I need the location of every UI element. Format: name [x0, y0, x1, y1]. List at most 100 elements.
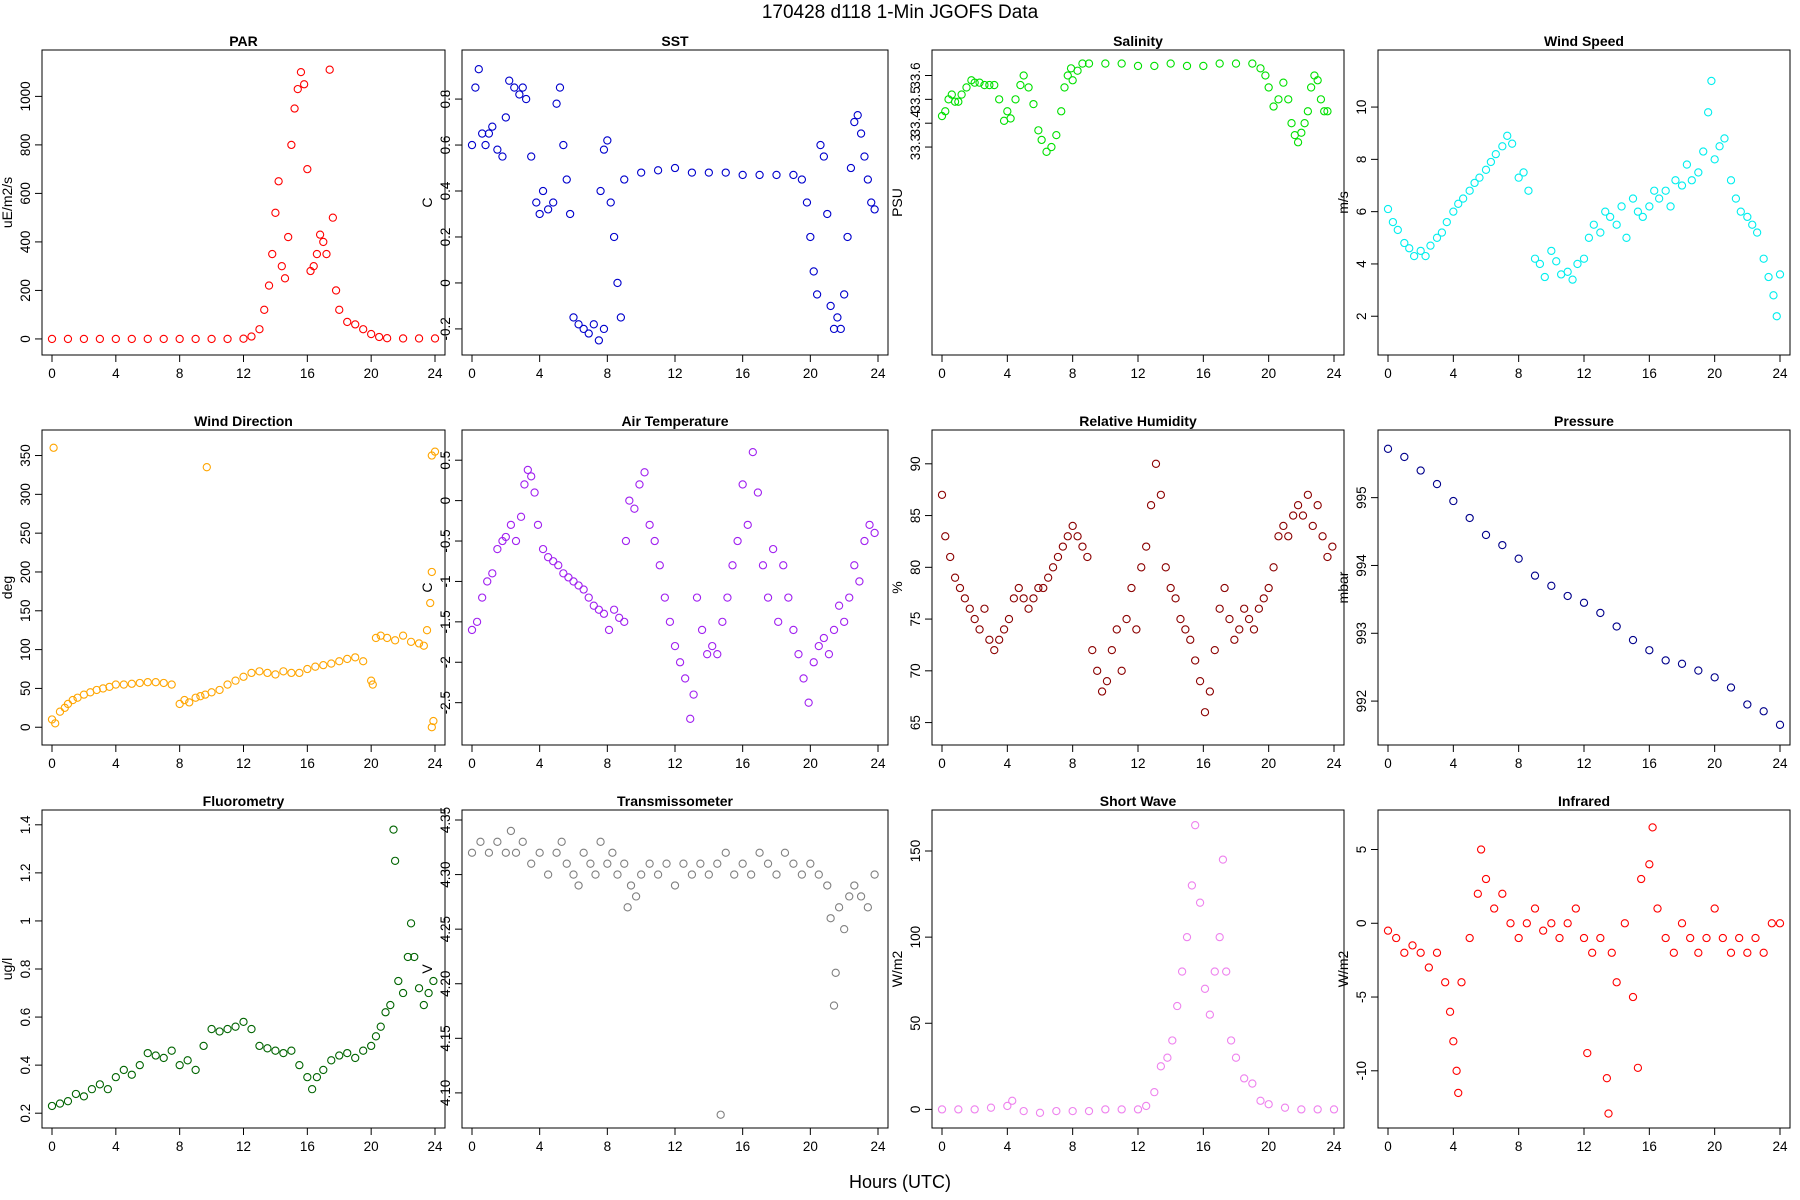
x-axis-title: Hours (UTC) [849, 1172, 951, 1192]
data-point [845, 593, 854, 602]
data-point [675, 658, 685, 667]
data-point [564, 573, 573, 582]
data-point [1215, 59, 1224, 68]
data-point [279, 1048, 288, 1058]
data-point [755, 848, 764, 857]
data-point [135, 1060, 144, 1070]
data-point [1078, 59, 1087, 68]
data-point [1707, 76, 1716, 86]
data-point [728, 561, 737, 570]
data-point [1084, 59, 1094, 68]
data-point [1563, 919, 1572, 928]
data-point [185, 698, 194, 707]
data-point [763, 859, 773, 868]
data-point [1060, 83, 1069, 92]
data-point [1445, 1007, 1455, 1016]
data-point [1274, 95, 1283, 104]
data-point [1416, 246, 1425, 256]
panel-title: Air Temperature [621, 413, 728, 429]
data-point [303, 164, 312, 174]
y-tick-label: 0 [18, 335, 33, 343]
data-point [748, 447, 757, 457]
y-tick-label: -0.2 [438, 317, 453, 340]
data-point [1601, 207, 1610, 216]
plot-frame [461, 809, 889, 1129]
data-point [1400, 452, 1409, 462]
data-point [414, 334, 424, 343]
data-point [223, 1024, 232, 1034]
data-point [1514, 933, 1523, 943]
data-point [789, 625, 798, 635]
x-tick-label: 12 [236, 366, 251, 381]
data-point [1759, 948, 1768, 957]
data-point [1645, 646, 1654, 655]
data-point [591, 870, 600, 879]
panel-salinity: Salinity 0 4 8 12 16 20 24 33.333.433.533.6 PSU [889, 33, 1345, 381]
plot-frame [461, 429, 889, 746]
data-point [721, 168, 730, 177]
data-point [856, 129, 866, 138]
data-point [1648, 823, 1657, 832]
panel-title: Fluorometry [203, 793, 285, 809]
data-point [1392, 933, 1401, 943]
data-point [554, 561, 563, 570]
x-tick-label: 20 [803, 366, 818, 381]
data-point [343, 317, 352, 327]
data-point [325, 65, 334, 74]
data-point [167, 680, 176, 689]
y-axis-label: V [419, 964, 435, 974]
x-tick-label: 20 [1707, 756, 1722, 771]
plot-frame [41, 809, 446, 1129]
data-point [870, 205, 879, 214]
data-point [319, 1065, 328, 1075]
data-point [394, 976, 403, 986]
data-point [1225, 614, 1234, 624]
data-point [1313, 1105, 1322, 1114]
data-point [87, 1085, 97, 1094]
x-tick-label: 12 [667, 366, 682, 381]
data-point [620, 175, 629, 184]
data-point [63, 1097, 73, 1106]
y-tick-label: -1 [438, 575, 453, 587]
data-point [367, 1041, 376, 1051]
data-point [799, 674, 808, 683]
x-tick-label: 20 [364, 1139, 379, 1154]
data-point [367, 329, 376, 339]
data-point [476, 837, 485, 846]
data-point [63, 334, 73, 344]
x-tick-label: 0 [468, 1139, 476, 1154]
data-point [1764, 272, 1773, 282]
x-tick-label: 0 [48, 366, 56, 381]
data-point [1269, 563, 1278, 572]
data-point [1151, 459, 1161, 468]
panel-title: Transmissometer [617, 793, 733, 809]
points-sst [467, 65, 879, 345]
data-point [1244, 614, 1254, 624]
data-point [1063, 532, 1072, 541]
data-point [946, 552, 955, 562]
y-tick-label: 1 [18, 917, 33, 925]
y-tick-label: 0.2 [438, 228, 453, 247]
x-tick-label: 0 [48, 756, 56, 771]
data-point [681, 674, 690, 683]
data-point [1743, 212, 1752, 222]
data-point [1424, 963, 1433, 972]
data-point [1650, 186, 1659, 195]
data-point [335, 1051, 344, 1060]
data-point [268, 249, 277, 259]
data-point [239, 672, 248, 681]
data-point [603, 859, 612, 868]
data-point [403, 952, 413, 962]
data-point [1187, 881, 1197, 890]
data-point [127, 679, 136, 688]
data-point [840, 617, 849, 626]
data-point [1669, 948, 1678, 957]
data-point [327, 1056, 336, 1065]
data-point [662, 859, 671, 868]
data-point [1539, 926, 1548, 935]
data-point [51, 719, 60, 728]
data-point [1264, 83, 1273, 92]
data-point [1699, 147, 1708, 156]
data-point [390, 636, 400, 645]
data-point [1230, 635, 1239, 644]
